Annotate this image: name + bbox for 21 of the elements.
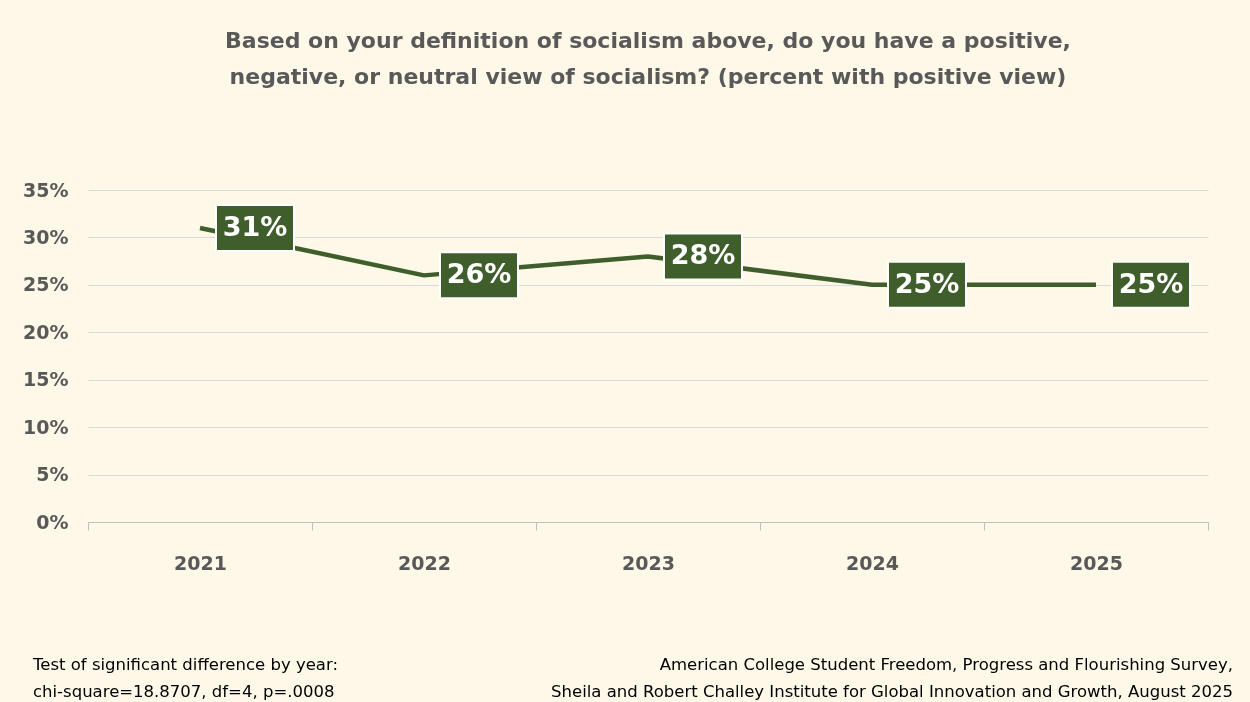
x-tick-label: 2021 <box>174 551 227 574</box>
y-tick-label: 5% <box>36 463 69 486</box>
data-label: 31% <box>222 210 288 242</box>
x-tick-label: 2022 <box>398 551 451 574</box>
data-label: 28% <box>670 239 736 271</box>
x-tick-label: 2025 <box>1070 551 1123 574</box>
x-tick-label: 2024 <box>846 551 899 574</box>
y-tick-label: 35% <box>23 178 69 201</box>
data-label: 25% <box>1118 267 1184 299</box>
y-tick-label: 25% <box>23 273 69 296</box>
y-tick-label: 20% <box>23 320 69 343</box>
y-tick-label: 15% <box>23 368 69 391</box>
data-label: 26% <box>446 258 512 290</box>
data-label: 25% <box>894 267 960 299</box>
y-tick-label: 0% <box>36 510 69 533</box>
text: Test of significant difference by year: chi-square=18.8707, df=4, p=.0008 <box>32 655 338 701</box>
y-tick-label: 10% <box>23 415 69 438</box>
text: American College Student Freedom, Progress and Flourishing Survey, Sheila and Robert Challey Institute for Global Innovation and Growth, August 2025 <box>551 655 1233 701</box>
chart-title: Based on your definition of socialism above, do you have a positive, negative, or neutral view of socialism? (percent with positive view) <box>225 28 1071 89</box>
x-tick-label: 2023 <box>622 551 675 574</box>
y-tick-label: 30% <box>23 225 69 248</box>
